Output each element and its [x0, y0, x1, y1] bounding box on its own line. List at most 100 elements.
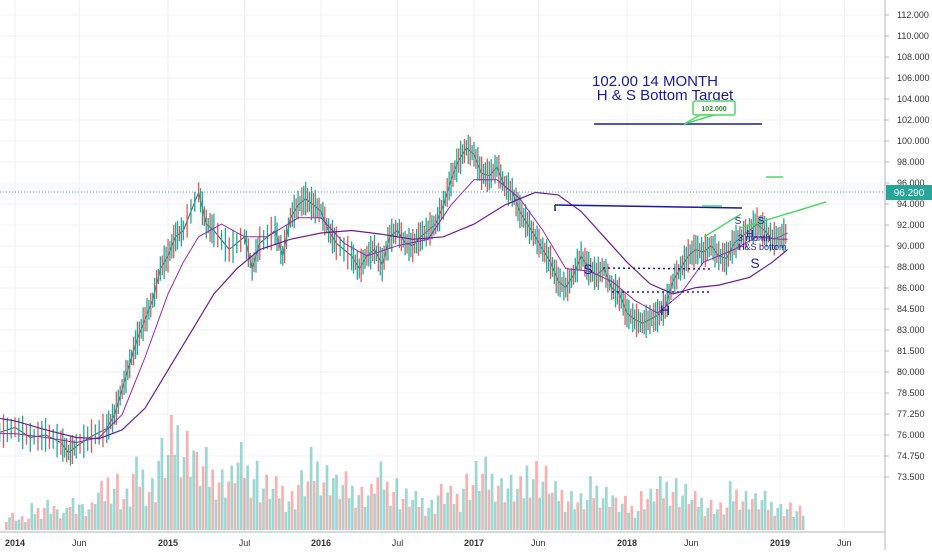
volume-bar: [417, 506, 421, 530]
volume-bar: [719, 502, 722, 530]
y-tick-label: 78.500: [897, 388, 925, 398]
volume-bar: [338, 498, 342, 530]
volume-bar: [712, 513, 716, 530]
volume-bar: [249, 497, 253, 530]
label-small-h: H: [746, 229, 753, 240]
volume-bar: [224, 497, 227, 530]
volume-bar: [90, 502, 94, 530]
volume-bar: [52, 505, 56, 530]
volume-bar: [658, 476, 662, 530]
volume-bar: [789, 502, 792, 530]
volume-bar: [614, 497, 618, 530]
volume-bar: [201, 466, 205, 530]
volume-bar: [300, 470, 303, 530]
volume-bar: [166, 455, 170, 530]
volume-bar: [639, 491, 643, 530]
volume-bar: [81, 504, 84, 530]
y-tick-label: 92.000: [897, 220, 925, 230]
volume-bar: [576, 502, 580, 530]
volume-bar: [347, 498, 351, 530]
note-small-line1: 3 month: [738, 233, 771, 243]
volume-bar: [709, 499, 713, 530]
volume-bar: [678, 506, 681, 530]
x-tick-label: Jun: [531, 538, 546, 548]
volume-bar: [624, 495, 627, 530]
volume-bar: [671, 491, 675, 530]
green-trend-right: [739, 201, 827, 229]
volume-bar: [630, 505, 634, 530]
label-small-s2: S: [758, 216, 765, 227]
volume-bar: [11, 512, 15, 530]
volume-bar: [649, 488, 653, 530]
volume-bar: [173, 455, 176, 530]
volume-bar: [138, 486, 142, 530]
volume-bar: [55, 509, 59, 530]
volume-bar: [452, 504, 456, 530]
volume-bar: [112, 488, 116, 530]
volume-bar: [135, 456, 138, 530]
volume-bar: [287, 501, 291, 530]
volume-bar: [697, 506, 700, 530]
y-tick-label: 102.000: [897, 115, 930, 125]
volume-bar: [154, 502, 157, 530]
volume-bar: [744, 491, 748, 530]
target-callout: 102.000: [683, 100, 736, 125]
volume-bar: [674, 478, 678, 530]
volume-bar: [668, 505, 672, 530]
volume-bar: [722, 514, 726, 530]
volume-bar: [570, 491, 573, 530]
volume-bar: [58, 518, 62, 530]
volume-bar: [392, 491, 395, 530]
volume-bar: [601, 498, 605, 530]
volume-bar: [798, 505, 802, 530]
volume-bar: [220, 469, 224, 530]
volume-bar: [306, 481, 310, 530]
volume-bar: [563, 511, 567, 530]
volume-bar: [408, 506, 411, 530]
volume-bar: [474, 460, 478, 530]
volume-bar: [801, 515, 805, 530]
volume-bar: [427, 507, 430, 530]
volume-bar: [751, 498, 754, 530]
volume-bar: [239, 442, 243, 530]
target-box-pointer: [683, 114, 715, 125]
x-tick-label: Jul: [239, 538, 251, 548]
volume-bar: [33, 514, 37, 530]
volume-bar: [566, 501, 570, 530]
volume-bar: [195, 451, 199, 530]
moving-average-slow-line: [0, 191, 788, 440]
volume-bar: [439, 483, 443, 530]
volume-bar: [360, 486, 364, 530]
volume-bar: [246, 465, 249, 530]
last-price-box: [886, 185, 932, 200]
volume-bar: [303, 496, 307, 530]
volume-bar: [144, 505, 148, 530]
volume-bar: [325, 465, 329, 530]
y-tick-label: 112.000: [897, 10, 929, 20]
volume-bar: [119, 509, 122, 530]
volume-bar: [141, 469, 145, 530]
volume-bar: [700, 497, 703, 530]
volume-bar: [398, 509, 402, 530]
volume-bar: [741, 501, 745, 530]
volume-bar: [509, 474, 513, 530]
volume-bar: [316, 461, 319, 530]
volume-bar: [757, 509, 761, 530]
volume-bar: [662, 498, 665, 530]
volume-bar: [652, 501, 656, 530]
volume-bar: [579, 493, 583, 530]
volume-bar: [331, 478, 335, 530]
volume-bar: [131, 473, 135, 530]
volume-bar: [646, 498, 649, 530]
volume-bar: [322, 482, 326, 530]
volume-bar: [414, 490, 418, 530]
y-tick-label: 110.000: [897, 31, 929, 41]
volume-bar: [484, 456, 488, 530]
volume-bar: [208, 486, 211, 530]
volume-bar: [192, 450, 195, 530]
volume-bar: [36, 507, 40, 530]
volume-bar: [125, 488, 129, 530]
volume-bar: [335, 474, 338, 530]
volume-bar: [344, 471, 348, 530]
